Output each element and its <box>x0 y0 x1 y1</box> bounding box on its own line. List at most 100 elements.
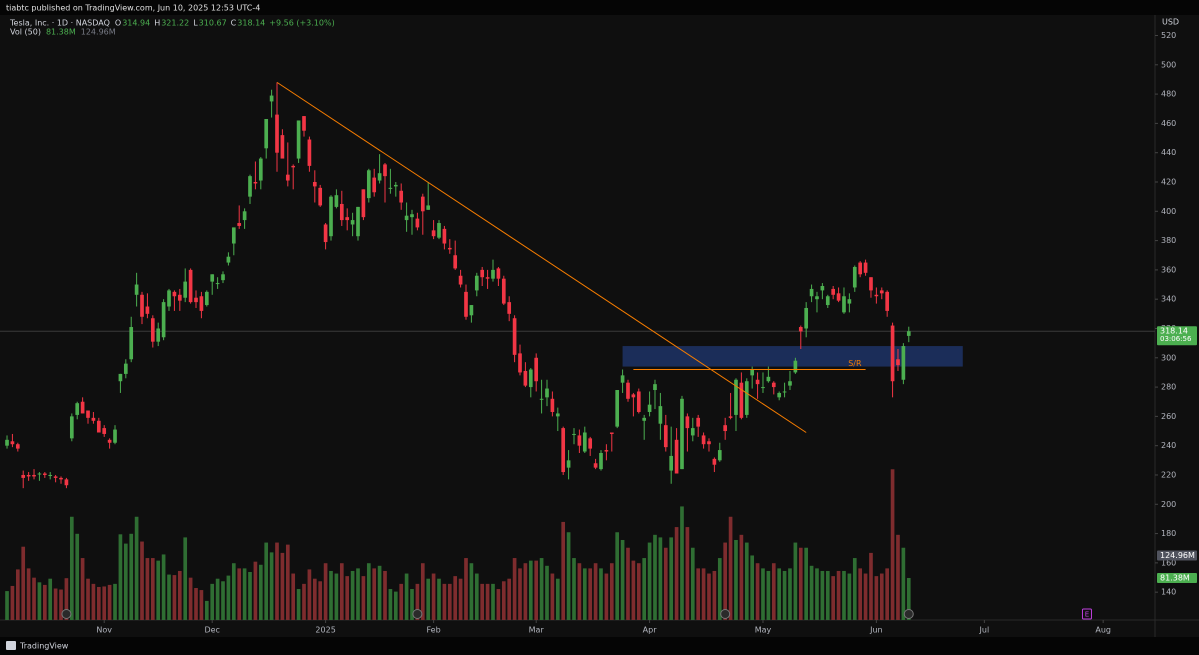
candle-body <box>755 379 760 385</box>
volume-bar <box>739 534 744 620</box>
candle-body <box>10 441 15 445</box>
volume-bar <box>172 575 177 620</box>
candle-body <box>5 439 9 446</box>
candle-body <box>275 114 279 153</box>
candle-body <box>782 391 787 393</box>
volume-bar <box>183 537 188 620</box>
volume-bar <box>615 532 620 620</box>
volume-bar <box>852 558 857 620</box>
volume-bar <box>464 558 468 620</box>
x-tick-label: Nov <box>96 626 112 635</box>
candle-body <box>545 388 549 398</box>
y-tick-label: 460 <box>1161 119 1176 128</box>
volume-bar <box>566 532 571 620</box>
volume-bar <box>798 547 803 620</box>
volume-bar <box>734 539 738 620</box>
volume-bar <box>356 568 360 620</box>
publisher-line: tiabtc published on TradingView.com, Jun… <box>6 4 260 13</box>
volume-bar <box>804 547 809 620</box>
y-tick-label: 300 <box>1161 353 1176 362</box>
candle-body <box>80 401 85 414</box>
volume-bar <box>534 560 539 620</box>
candle-body <box>167 290 171 307</box>
candle-body <box>194 297 198 303</box>
candle-body <box>48 474 53 476</box>
y-tick-label: 500 <box>1161 60 1176 69</box>
volume-bar <box>59 589 63 620</box>
candle-body <box>690 428 695 436</box>
candle-body <box>464 291 468 317</box>
volume-bar <box>280 552 285 620</box>
event-icon <box>720 609 731 619</box>
volume-bar <box>771 563 776 620</box>
volume-bar <box>674 527 679 620</box>
candle-body <box>874 294 879 297</box>
candle-body <box>269 95 274 102</box>
candle-body <box>350 220 355 225</box>
candle-body <box>642 417 647 421</box>
ohlc-value: 321.22 <box>161 19 189 28</box>
y-tick-label: 520 <box>1161 31 1176 40</box>
volume-name: Vol (50) <box>10 28 41 37</box>
ohlc-value: 318.14 <box>237 19 265 28</box>
candle-body <box>620 375 625 383</box>
volume-bar <box>669 537 674 620</box>
x-tick-label: Jun <box>869 626 883 635</box>
volume-bar <box>815 568 819 620</box>
candle-body <box>437 223 441 238</box>
candle-body <box>658 406 663 424</box>
candle-body <box>102 428 107 434</box>
y-tick-label: 160 <box>1161 558 1176 567</box>
y-tick-label: 340 <box>1161 295 1176 304</box>
y-tick-label: 440 <box>1161 148 1176 157</box>
volume-bar <box>91 583 96 620</box>
volume-bar <box>312 578 317 620</box>
y-tick-label: 480 <box>1161 90 1176 99</box>
volume-bar <box>350 570 355 620</box>
volume-bar <box>501 581 506 620</box>
candle-body <box>302 116 306 131</box>
volume-bar <box>199 590 204 620</box>
volume-bar <box>156 560 161 620</box>
last-price-label: 318.14 <box>1160 327 1188 336</box>
volume-bar <box>388 589 393 620</box>
candle-body <box>356 206 360 237</box>
ohlc-key: L <box>193 19 198 28</box>
candle-body <box>798 327 803 332</box>
volume-bar <box>226 575 231 620</box>
volume-bar <box>690 547 695 620</box>
volume-bar <box>393 591 398 620</box>
volume-bar <box>37 582 42 620</box>
candle-body <box>426 205 431 210</box>
candle-body <box>631 394 636 398</box>
candle-body <box>32 474 36 477</box>
candle-body <box>64 479 69 486</box>
candle-body <box>523 370 528 386</box>
candle-body <box>474 275 479 291</box>
volume-bar <box>231 563 236 620</box>
candle-body <box>226 256 231 263</box>
candle-body <box>393 184 398 187</box>
candle-body <box>609 432 614 434</box>
volume-bar <box>404 573 409 620</box>
candle-body <box>485 277 490 279</box>
candle-body <box>836 293 841 301</box>
volume-bar <box>750 555 755 620</box>
volume-bar <box>86 578 90 620</box>
candle-body <box>458 275 463 285</box>
currency: USD <box>1162 18 1179 27</box>
volume-bar <box>339 563 344 620</box>
volume-bar <box>685 527 690 620</box>
volume-bar <box>582 568 587 620</box>
candle-body <box>696 417 701 427</box>
y-tick-label: 260 <box>1161 412 1176 421</box>
volume-bar <box>123 543 128 620</box>
volume-bar <box>847 573 852 620</box>
volume-bar <box>825 570 830 620</box>
candle-body <box>863 262 868 273</box>
candle-body <box>815 296 819 300</box>
candle-body <box>42 473 47 475</box>
candle-body <box>453 255 458 269</box>
volume-bar <box>869 552 873 620</box>
candle-body <box>26 474 31 477</box>
